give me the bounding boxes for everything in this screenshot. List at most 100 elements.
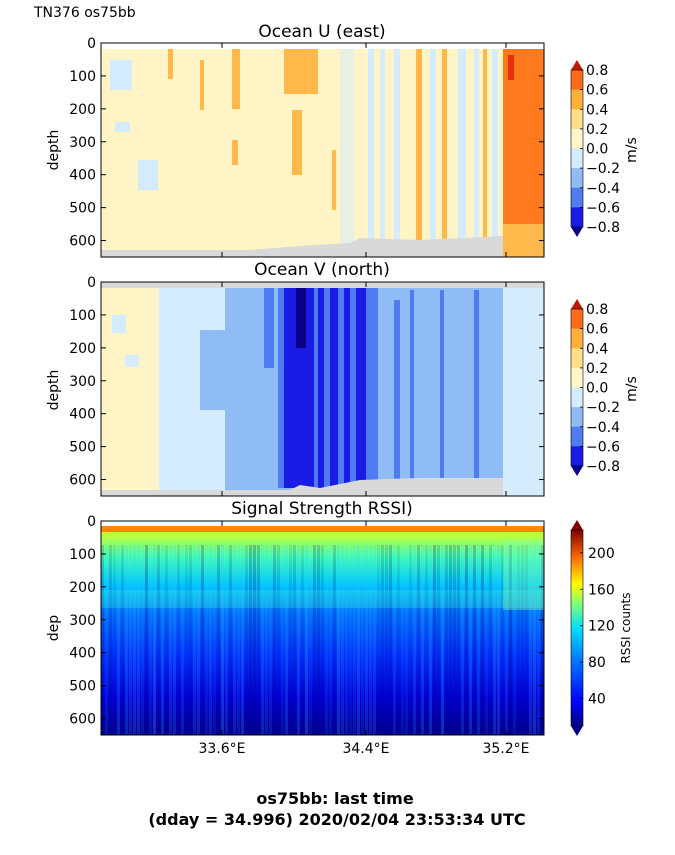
rssi-texture [325,545,328,735]
colorbar-band [571,446,583,467]
plot-frame [100,281,545,497]
u-patch [458,49,466,247]
v-surface-gap [101,282,544,288]
rssi-texture [269,545,272,735]
colorbar-tick-label: −0.8 [586,220,620,236]
colorbar-cap-top [571,60,583,70]
y-tick-label: 300 [69,374,96,390]
rssi-texture [453,545,456,735]
y-tick-label: 500 [69,201,96,217]
rssi-texture [309,545,312,735]
u-streak [232,140,238,165]
colorbar-tick-label: 160 [588,582,615,598]
v-seafloor [101,478,503,496]
rssi-texture [233,545,236,735]
colorbar-band [571,348,583,369]
colorbar-tick-label: 0.4 [586,341,608,357]
rssi-texture [405,545,408,735]
rssi-texture [485,545,488,735]
rssi-texture [503,540,544,610]
x-tick-label: 34.4°E [342,741,389,757]
rssi-texture [289,545,292,735]
v-streak [474,290,479,480]
u-patch [430,49,436,247]
rssi-axes: 0 100 200 300 400 500 600 33.6°E 34.4°E 35.2°E [69,514,544,757]
rssi-texture [193,545,196,735]
rssi-texture [433,545,436,735]
y-tick-label: 0 [87,275,96,291]
rssi-texture [113,545,116,735]
rssi-texture [225,545,228,735]
rssi-texture [509,545,512,735]
colorbar-band [571,387,583,408]
rssi-texture [497,545,500,735]
colorbar-band [571,89,583,110]
panel-ocean-u: Ocean U (east) [46,22,545,258]
colorbar-tick-label: −0.6 [586,439,620,455]
rssi-texture [305,545,308,735]
colorbar-label: RSSI counts [619,592,633,663]
v-core [344,288,350,488]
rssi-texture [101,545,104,735]
colorbar-tick-label: −0.4 [586,420,620,436]
colorbar-band [571,426,583,447]
v-mid-band [200,330,225,410]
rssi-texture [137,545,140,735]
rssi-texture [477,545,480,735]
plot-frame [100,42,545,258]
rssi-texture [145,545,148,735]
panel-rssi: Signal Strength RSSI) 0 100 200 300 400 500 60… [46,499,545,757]
rssi-texture [317,545,320,735]
y-tick-label: 100 [69,547,96,563]
colorbar-v: 0.8 0.6 0.4 0.2 0.0 −0.2 −0.4 −0.6 −0.8 [570,299,620,476]
rssi-texture [337,545,340,735]
u-east-band-core [508,55,514,80]
rssi-texture [165,545,168,735]
rssi-texture [157,545,160,735]
footer-line-1: os75bb: last time [256,789,413,808]
colorbar-band [571,367,583,388]
y-tick-label: 600 [69,473,96,489]
colorbar-band [571,328,583,349]
v-streak [394,300,400,490]
v-patch [125,355,139,367]
rssi-texture [357,545,360,735]
u-east-band-lower [503,224,544,257]
u-patch [110,60,132,90]
rssi-texture [473,545,476,735]
colorbar-tick-label: −0.8 [586,459,620,475]
u-patch [492,49,498,247]
u-patch [394,49,400,247]
rssi-texture [441,545,444,735]
u-streak [332,150,336,210]
rssi-field [101,526,544,735]
rssi-texture [201,545,204,735]
rssi-texture [489,545,492,735]
x-tick-label: 35.2°E [482,741,529,757]
colorbar-band [571,128,583,149]
colorbar-u: 0.8 0.6 0.4 0.2 0.0 −0.2 −0.4 −0.6 −0.8 [570,60,620,237]
rssi-texture [249,545,252,735]
u-streak [200,60,204,110]
y-tick-label: 0 [87,36,96,52]
rssi-texture [409,545,412,735]
colorbar-rssi: 200 160 120 80 40 [570,520,615,736]
rssi-texture [297,545,300,735]
u-patch [138,160,158,190]
rssi-texture [513,545,516,735]
rssi-texture [465,545,468,735]
rssi-texture [537,545,540,735]
corner-label: TN376 os75bb [33,5,136,21]
colorbar-tick-label: 0.8 [586,63,608,79]
rssi-texture [345,545,348,735]
y-tick-label: 400 [69,407,96,423]
rssi-texture [105,545,108,735]
rssi-texture [185,545,188,735]
rssi-texture [125,545,128,735]
y-tick-label: 300 [69,613,96,629]
x-tick-label: 33.6°E [198,741,245,757]
rssi-texture [277,545,280,735]
rssi-texture [401,545,404,735]
y-tick-label: 100 [69,308,96,324]
